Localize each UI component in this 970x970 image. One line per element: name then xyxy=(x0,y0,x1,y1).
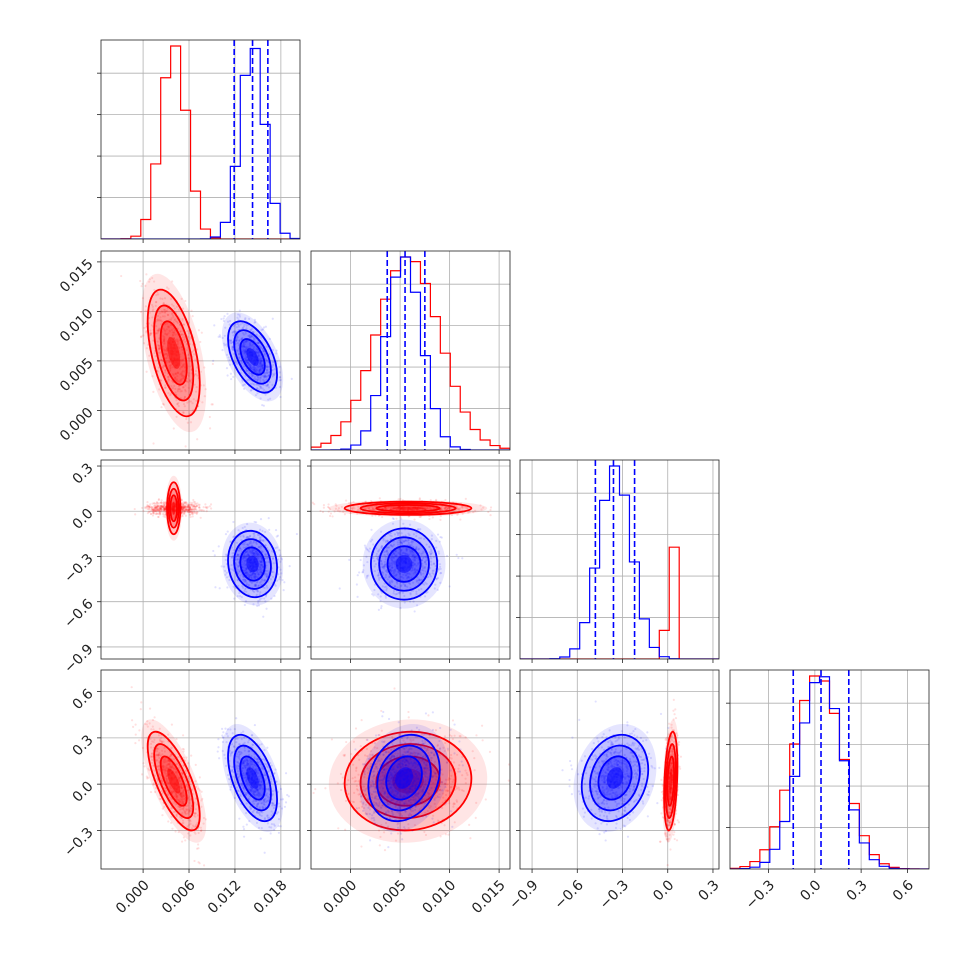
histogram-blue-p4 xyxy=(730,676,929,869)
contour-blue xyxy=(589,744,641,812)
scatter-blue-p1-p2 xyxy=(212,309,293,407)
histogram-panel-p1 xyxy=(100,39,301,240)
scatter-red-p3-p4 xyxy=(658,698,683,867)
y-tick-label: 0.3 xyxy=(70,732,97,759)
contour-blue xyxy=(386,545,422,583)
scatter-blue-p2-p3 xyxy=(338,517,464,613)
scatter-panel-p2-p4 xyxy=(310,669,511,870)
y-tick-label: 0.010 xyxy=(57,306,97,346)
x-tick-label: 0.000 xyxy=(321,877,361,917)
x-tick-label: 0.015 xyxy=(469,877,509,917)
scatter-panel-p3-p4 xyxy=(519,669,720,870)
contour-red xyxy=(159,320,188,386)
scatter-red-p1-p2 xyxy=(120,273,214,450)
contour-blue xyxy=(227,320,278,394)
scatter-blue-p1-p4 xyxy=(216,717,290,854)
contour-red xyxy=(159,755,188,807)
y-tick-label: 0.3 xyxy=(70,460,97,487)
x-tick-label: 0.010 xyxy=(420,877,460,917)
histogram-panel-p4 xyxy=(729,669,930,870)
contour-red xyxy=(666,755,675,807)
grid-lines xyxy=(97,460,300,663)
scatter-panel-p2-p3 xyxy=(310,459,511,660)
y-tick-label: 0.6 xyxy=(70,686,97,713)
scatter-panel-p1-p3 xyxy=(100,459,301,660)
y-tick-label: −0.3 xyxy=(61,825,96,860)
contour-blue xyxy=(369,527,439,601)
x-tick-label: 0.006 xyxy=(159,877,199,917)
x-tick-label: −0.3 xyxy=(597,877,632,912)
scatter-red-p1-p4 xyxy=(130,686,207,867)
y-tick-label: 0.0 xyxy=(70,778,97,805)
contour-blue xyxy=(376,744,432,812)
y-tick-label: −0.6 xyxy=(61,596,96,631)
grid-lines xyxy=(516,670,719,873)
x-tick-label: 0.012 xyxy=(205,877,245,917)
contour-blue xyxy=(233,744,272,812)
x-tick-label: 0.005 xyxy=(370,877,410,917)
histogram-blue-p1 xyxy=(101,47,300,239)
contour-blue xyxy=(239,755,266,801)
contour-blue xyxy=(597,755,633,801)
x-tick-label: 0.3 xyxy=(844,877,871,904)
x-tick-label: 0.3 xyxy=(696,877,723,904)
histogram-panel-p3 xyxy=(519,459,720,660)
y-tick-label: −0.9 xyxy=(61,641,96,676)
grid-lines xyxy=(307,251,510,454)
contour-blue xyxy=(233,538,272,590)
contour-red xyxy=(664,743,677,819)
grid-lines xyxy=(726,670,929,873)
x-tick-label: −0.6 xyxy=(552,877,587,912)
scatter-blue-p2-p4 xyxy=(344,710,464,849)
x-tick-label: 0.6 xyxy=(890,877,917,904)
contour-red xyxy=(343,730,473,832)
contour-red xyxy=(153,743,195,819)
x-tick-label: 0.0 xyxy=(797,877,824,904)
grid-lines xyxy=(516,460,719,663)
contour-blue xyxy=(233,329,272,385)
grid-lines xyxy=(97,251,300,454)
scatter-blue-p3-p4 xyxy=(561,700,670,842)
scatter-red-p1-p3 xyxy=(133,475,213,541)
contour-blue xyxy=(239,338,266,376)
y-tick-label: 0.015 xyxy=(57,256,97,296)
contour-red xyxy=(146,288,201,418)
x-tick-label: 0.018 xyxy=(251,877,291,917)
x-tick-label: −0.9 xyxy=(506,877,541,912)
contour-blue xyxy=(378,536,430,592)
histogram-red-p3 xyxy=(520,546,719,659)
scatter-panel-p1-p2 xyxy=(100,250,301,451)
scatter-panel-p1-p4 xyxy=(100,669,301,870)
histogram-red-p1 xyxy=(101,45,300,239)
scatter-blue-p1-p3 xyxy=(212,517,298,618)
contour-red xyxy=(146,730,201,832)
histogram-blue-p2 xyxy=(311,256,510,450)
contour-red xyxy=(663,730,679,832)
contour-red xyxy=(167,487,180,529)
contour-red xyxy=(343,500,473,516)
x-tick-label: −0.3 xyxy=(743,877,778,912)
contour-red xyxy=(153,304,195,402)
histogram-blue-p3 xyxy=(520,465,719,659)
x-tick-label: 0.000 xyxy=(113,877,153,917)
y-tick-label: 0.0 xyxy=(70,506,97,533)
contour-red xyxy=(359,502,457,515)
y-tick-label: −0.3 xyxy=(61,551,96,586)
contour-blue xyxy=(385,755,423,801)
y-tick-label: 0.000 xyxy=(57,405,97,445)
scatter-red-p2-p3 xyxy=(311,497,493,522)
contour-blue xyxy=(227,733,278,823)
contour-blue xyxy=(227,529,278,599)
contour-red xyxy=(375,504,441,513)
x-tick-label: 0.0 xyxy=(650,877,677,904)
contour-red xyxy=(166,481,182,536)
contour-red xyxy=(169,494,178,523)
histogram-panel-p2 xyxy=(310,250,511,451)
contour-blue xyxy=(580,733,650,823)
y-tick-label: 0.005 xyxy=(57,355,97,395)
contour-blue xyxy=(239,546,266,582)
contour-blue xyxy=(367,733,441,823)
